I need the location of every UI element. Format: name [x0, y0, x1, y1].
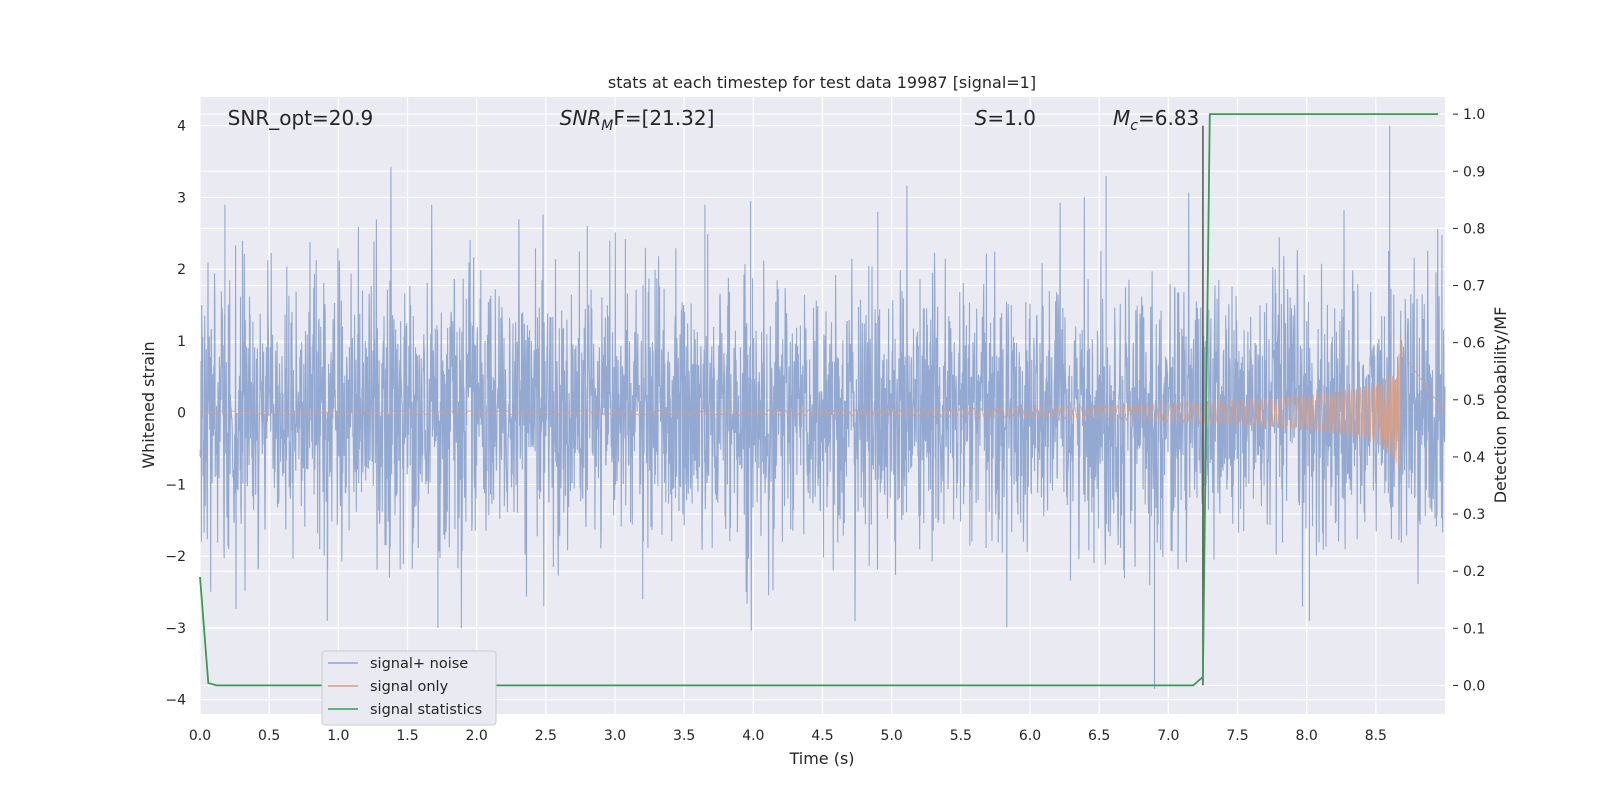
y-tick-label: 3: [177, 190, 186, 206]
y-right-tick-label: 0.9: [1463, 164, 1485, 180]
legend-label-signal-statistics: signal statistics: [370, 702, 482, 718]
x-tick-label: 8.5: [1365, 728, 1387, 744]
y-tick-label: −2: [165, 549, 186, 565]
chart-title: stats at each timestep for test data 199…: [608, 73, 1036, 92]
y-right-tick-label: 0.8: [1463, 221, 1485, 237]
legend-box: [321, 650, 497, 726]
x-tick-label: 0.0: [189, 728, 211, 744]
annotation-mc-value: Mc=6.83: [1113, 106, 1199, 134]
signal-noise-line: [199, 125, 1446, 689]
y-right-tick-labels: 0.0 0.1 0.2 0.3 0.4 0.5 0.6 0.7 0.8 0.9 1.0: [1453, 107, 1485, 694]
y-right-axis-label: Detection probability/MF: [1491, 307, 1510, 504]
y-right-tick-label: 0.3: [1463, 507, 1485, 523]
signal-statistics-series: [199, 113, 1439, 687]
signal-statistics-line: [199, 113, 1439, 687]
x-tick-label: 3.5: [673, 728, 695, 744]
x-tick-label: 6.0: [1019, 728, 1041, 744]
x-tick-label: 1.5: [396, 728, 418, 744]
y-right-tick-label: 0.0: [1463, 678, 1485, 694]
y-right-tick-label: 0.4: [1463, 450, 1485, 466]
x-tick-label: 0.5: [258, 728, 280, 744]
annotation-snr-mf: SNRMF=[21.32]: [560, 106, 715, 134]
y-tick-label: −4: [165, 693, 186, 709]
y-right-tick-label: 0.7: [1463, 279, 1485, 295]
x-tick-label: 2.5: [535, 728, 557, 744]
y-right-tick-label: 1.0: [1463, 107, 1485, 123]
signal-only-line: [199, 337, 1446, 469]
x-tick-label: 8.0: [1296, 728, 1318, 744]
legend: signal+ noise signal only signal statist…: [321, 650, 497, 726]
y-tick-label: −1: [165, 477, 186, 493]
legend-label-signal-noise: signal+ noise: [370, 656, 468, 672]
y-tick-labels: −4 −3 −2 −1 0 1 2 3 4: [165, 119, 186, 709]
x-tick-label: 3.0: [604, 728, 626, 744]
annotation-snr-opt: SNR_opt=20.9: [228, 106, 374, 130]
x-tick-label: 7.5: [1226, 728, 1248, 744]
annotation-s-value: S=1.0: [975, 106, 1036, 130]
x-tick-label: 5.5: [950, 728, 972, 744]
x-tick-label: 4.0: [742, 728, 764, 744]
legend-label-signal-only: signal only: [370, 679, 449, 695]
y-tick-label: −3: [165, 621, 186, 637]
y-tick-label: 2: [177, 262, 186, 278]
x-tick-labels: 0.0 0.5 1.0 1.5 2.0 2.5 3.0 3.5 4.0 4.5 5.0 5.5 6.0 6…: [189, 728, 1387, 744]
x-tick-label: 5.0: [881, 728, 903, 744]
x-tick-label: 1.0: [327, 728, 349, 744]
y-right-tick-label: 0.6: [1463, 336, 1485, 352]
x-tick-label: 6.5: [1088, 728, 1110, 744]
y-right-tick-label: 0.1: [1463, 621, 1485, 637]
y-tick-label: 1: [177, 334, 186, 350]
y-tick-label: 4: [177, 119, 186, 135]
x-tick-label: 4.5: [811, 728, 833, 744]
y-axis-label: Whitened strain: [139, 341, 158, 468]
x-tick-label: 7.0: [1157, 728, 1179, 744]
x-axis-label: Time (s): [788, 749, 854, 768]
y-right-tick-label: 0.5: [1463, 393, 1485, 409]
annotations: SNR_opt=20.9 SNRMF=[21.32] S=1.0 Mc=6.83: [228, 106, 1200, 134]
x-tick-label: 2.0: [466, 728, 488, 744]
signal-noise-series: [199, 125, 1446, 689]
y-tick-label: 0: [177, 406, 186, 422]
y-right-tick-label: 0.2: [1463, 564, 1485, 580]
signal-only-series: [199, 337, 1446, 469]
